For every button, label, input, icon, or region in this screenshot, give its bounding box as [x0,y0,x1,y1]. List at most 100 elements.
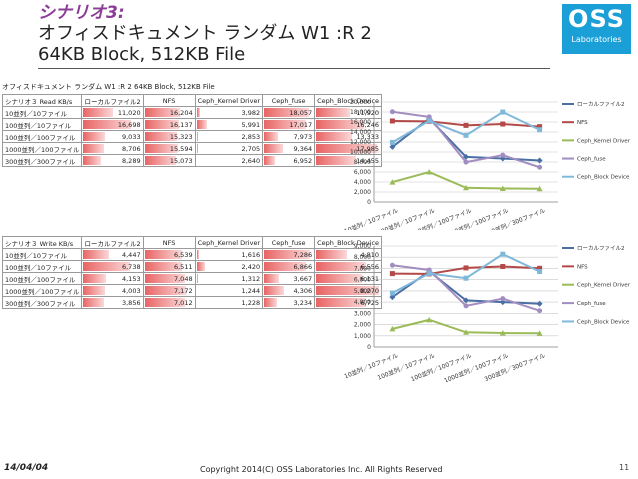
row-label: 300並列／300ファイル [1,154,83,167]
value-text: 17,985 [356,144,380,153]
read-table: シナリオ３ Read KB/s ローカルファイル2 NFS Ceph_Kernel D… [1,94,383,167]
value-cell: 1,244 [194,284,264,297]
value-text: 1,616 [241,250,261,259]
value-cell: 15,073 [142,154,196,167]
data-bar [264,132,279,141]
slide-title-line2: 64KB Block, 512KB File [38,44,246,65]
value-cell: 9,033 [81,130,144,143]
value-text: 6,952 [293,156,313,165]
title-divider [38,68,550,69]
table-row: 300並列／300ファイル 3,856 7,012 1,228 3,234 6,725 [1,296,383,309]
y-tick-label: 20,000 [350,99,371,106]
value-cell: 3,667 [262,272,316,285]
y-tick-label: 0 [367,344,371,351]
data-point [500,109,506,115]
table-header-cell: Ceph_fuse [262,236,316,249]
data-point [500,264,506,270]
data-bar [83,250,109,259]
y-tick-label: 6,000 [354,169,371,176]
value-text: 1,244 [241,286,261,295]
data-point [389,325,396,332]
legend-label: NFS [577,120,588,126]
data-point [463,184,469,191]
value-cell: 6,511 [142,260,196,273]
data-bar [264,120,306,129]
table-row: 10並列／10ファイル 4,447 6,539 1,616 7,286 4,810 [1,248,383,261]
data-point [426,118,432,124]
data-point [426,270,432,276]
table-header-cell: Ceph_fuse [262,94,316,107]
data-point [536,185,543,192]
data-bar [83,262,130,271]
table-header-cell: シナリオ３ Read KB/s [1,94,83,107]
read-table-caption: オフィスドキュメント ランダム W1 :R 2 64KB Block, 512K… [2,83,215,91]
logo-text-big: OSS [568,5,625,33]
row-label: 1000並列／100ファイル [1,142,83,155]
value-text: 16,698 [117,120,141,129]
value-cell: 7,286 [262,248,316,261]
value-text: 16,204 [169,108,193,117]
value-text: 7,286 [293,250,313,259]
table-header-cell: ローカルファイル2 [81,94,144,107]
value-cell: 14,455 [314,154,383,167]
data-point [389,118,395,124]
value-text: 4,003 [121,286,141,295]
write-chart: 0 1,000 2,000 3,000 4,000 5,000 6,000 7,000 8,00… [340,234,636,382]
value-text: 16,137 [169,120,193,129]
value-cell: 15,594 [142,142,196,155]
value-text: 7,012 [173,298,193,307]
value-text: 2,705 [241,144,261,153]
table-header-row: シナリオ３ Read KB/s ローカルファイル2 NFS Ceph_Kernel D… [1,94,383,107]
data-bar [83,132,105,141]
value-text: 18,057 [289,108,313,117]
table-header-cell: Ceph_Kernel Driver [194,236,264,249]
value-text: 11,020 [117,108,141,117]
data-point [389,143,396,150]
data-bar [144,262,182,271]
value-text: 13,333 [356,132,380,141]
data-point [463,122,469,128]
value-text: 7,973 [293,132,313,141]
data-bar [144,298,185,307]
data-bar [196,262,206,271]
data-bar [144,250,183,259]
data-bar [264,286,285,295]
data-point [389,262,395,268]
data-bar [316,132,353,141]
data-point [426,316,433,323]
value-text: 4,810 [360,250,380,259]
value-cell: 4,306 [262,284,316,297]
data-point [536,157,543,164]
data-bar [264,108,310,117]
data-bar [196,120,207,129]
value-cell: 6,539 [142,248,196,261]
value-text: 16,246 [356,120,380,129]
value-cell: 18,057 [262,106,316,119]
data-point [426,114,432,120]
data-point [389,179,396,185]
value-cell: 7,172 [142,284,196,297]
data-point [536,330,543,336]
table-row: 100並列／10ファイル 16,698 16,137 5,991 17,017 16,24… [1,118,383,131]
value-cell: 3,856 [81,296,144,309]
value-cell: 9,364 [262,142,316,155]
y-tick-label: 14,000 [350,129,371,136]
row-label: 100並列／10ファイル [1,118,83,131]
value-cell: 4,003 [81,284,144,297]
value-text: 17,017 [289,120,313,129]
data-bar [316,108,351,117]
write-chart-svg: 0 1,000 2,000 3,000 4,000 5,000 6,000 7,000 8,00… [343,243,631,382]
value-cell: 16,137 [142,118,196,131]
data-bar [196,250,199,259]
table-row: 100並列／10ファイル 6,738 6,511 2,420 6,866 6,556 [1,260,383,273]
table-row: 100並列／100ファイル 4,153 7,048 1,312 3,667 6,131 [1,272,383,285]
oss-logo: OSS Laboratories [562,4,631,54]
value-cell: 3,982 [194,106,264,119]
value-text: 7,048 [173,274,193,283]
logo-text-small: Laboratories [571,35,622,44]
legend-label: Ceph_Block Device [577,319,630,325]
row-label: 10並列／10ファイル [1,106,83,119]
data-point [389,139,395,145]
data-point [463,159,469,165]
legend-label: Ceph_fuse [577,301,606,307]
